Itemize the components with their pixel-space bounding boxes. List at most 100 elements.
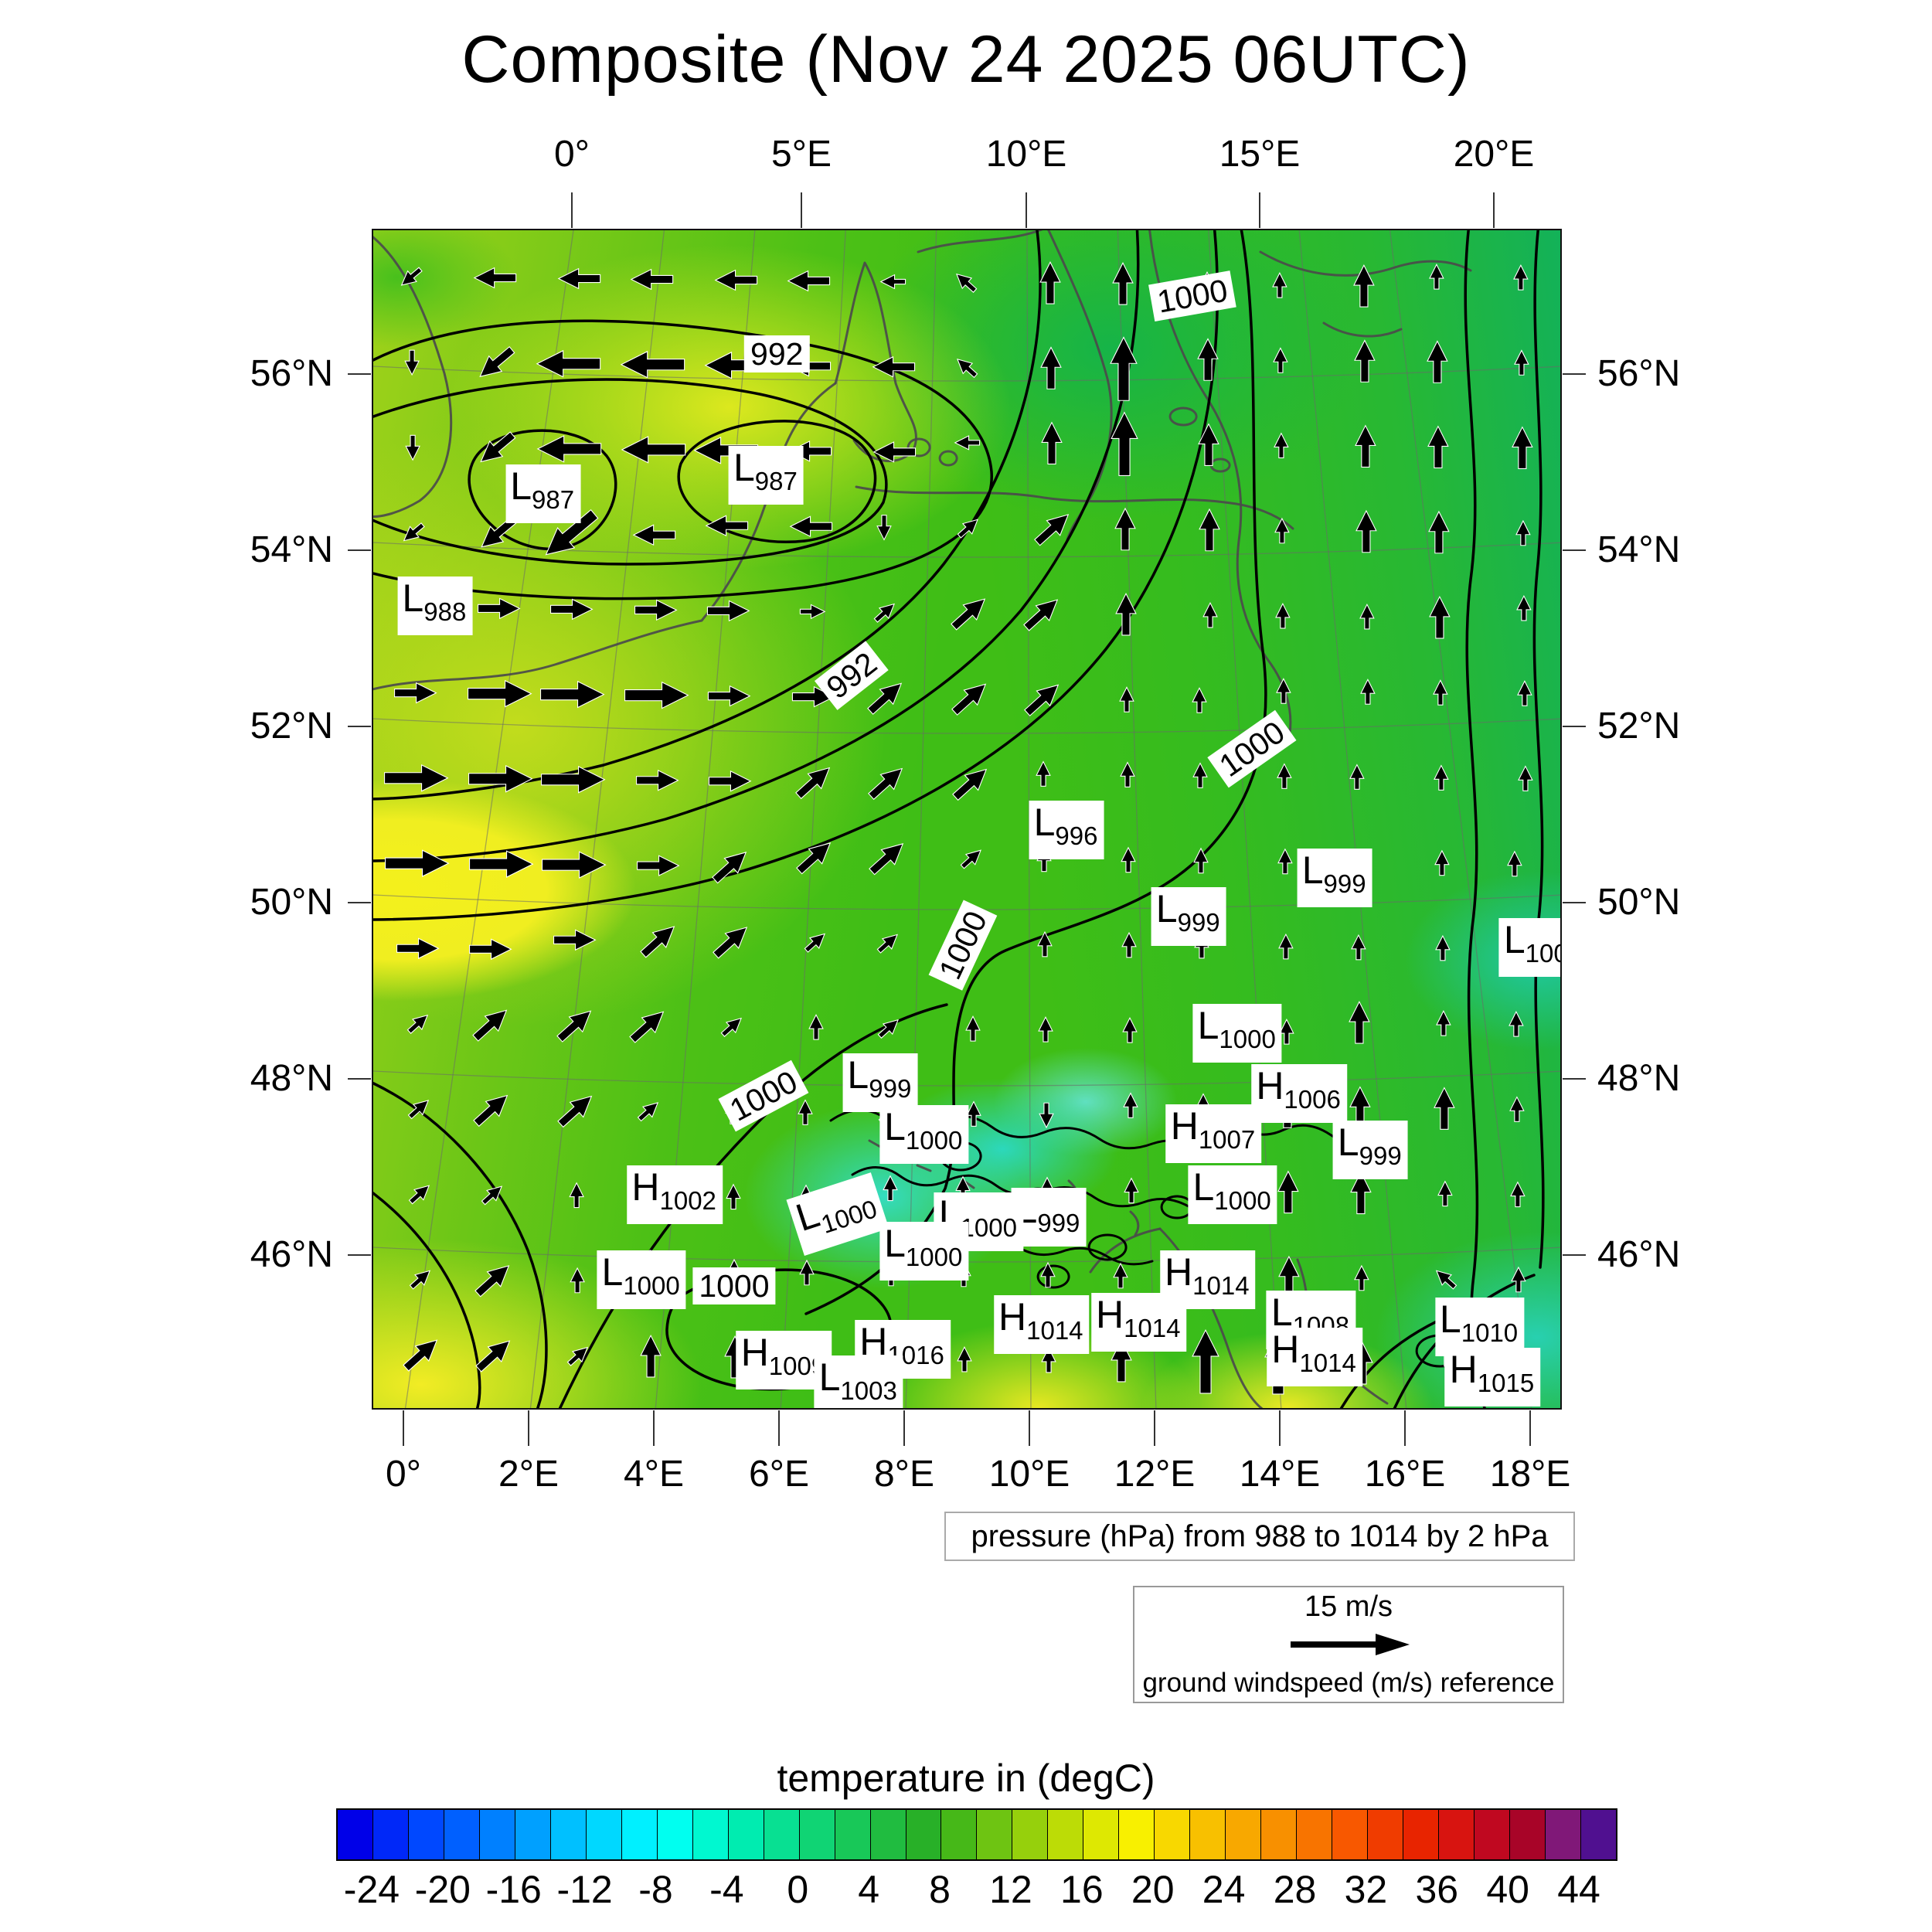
wind-arrow [556,1010,592,1043]
low-pressure-center-label: L1000 [879,1222,969,1281]
colorbar-tick-label: -4 [709,1868,744,1911]
wind-arrow [406,1014,429,1034]
low-pressure-center-label: L1000 [879,1105,969,1165]
wind-arrow [799,1259,815,1286]
wind-arrow [1119,686,1134,713]
wind-arrow [1036,760,1051,787]
wind-arrow [384,849,450,877]
bottom-axis-tick-label: 2°E [498,1454,559,1495]
wind-arrow [536,435,602,463]
wind-arrow [1199,508,1220,552]
wind-arrow [481,1185,503,1206]
low-pressure-center-label: L999 [1011,1188,1087,1247]
wind-arrow [1038,1016,1053,1043]
wind-arrow [1112,262,1134,305]
pressure-value: 1000 [905,1243,963,1272]
wind-arrow [1354,1264,1369,1291]
wind-arrow [469,938,512,961]
wind-arrow [869,843,904,876]
low-pressure-center-label: L1010 [1434,1297,1525,1356]
wind-arrow [705,515,749,536]
wind-arrow [620,350,685,379]
wind-arrow [720,1017,742,1037]
wind-arrow [570,1267,585,1294]
bottom-axis-tick [903,1410,905,1446]
colorbar-cell [764,1810,800,1859]
colorbar-tick-label: 16 [1060,1868,1104,1911]
colorbar-cell [1048,1810,1084,1859]
low-pressure-center-label: L1003 [814,1355,903,1408]
high-pressure-center-label: H1015 [1444,1348,1541,1407]
bottom-axis-tick [1404,1410,1406,1446]
bottom-axis-tick [1279,1410,1281,1446]
colorbar-cell [550,1810,587,1859]
wind-arrow [1427,340,1448,383]
wind-arrow [637,1102,659,1122]
wind-arrow [1278,933,1294,960]
wind-arrow [545,509,599,556]
wind-arrow [403,1339,438,1372]
colorbar-cell [444,1810,480,1859]
wind-arrow [629,1011,665,1043]
wind-arrow [1037,930,1053,957]
pressure-letter: H [1095,1292,1124,1336]
wind-arrow [1275,602,1291,629]
wind-arrow [405,434,420,461]
wind-arrow [1274,517,1290,544]
right-axis-tick-label: 54°N [1597,529,1681,570]
wind-arrow [480,431,516,463]
wind-arrow [868,767,903,801]
pressure-letter: L [510,464,532,509]
wind-arrow [409,1270,431,1290]
colorbar-cell [1190,1810,1226,1859]
pressure-value: 1002 [659,1186,716,1216]
wind-arrow [1359,603,1375,630]
bottom-axis-tick [1529,1410,1531,1446]
pressure-value: 999 [1037,1209,1080,1238]
colorbar-cell [1509,1810,1546,1859]
wind-arrow [1349,1001,1370,1044]
top-axis-tick [571,192,573,228]
wind-arrow [1192,1328,1219,1394]
wind-arrow [557,1095,593,1128]
top-axis-tick [1493,192,1495,228]
pressure-value: 1000 [623,1270,680,1300]
pressure-value: 1014 [1026,1315,1083,1345]
wind-arrow [707,685,751,707]
wind-reference-arrow-icon [1291,1634,1410,1655]
bottom-axis-tick-label: 0° [386,1454,421,1495]
wind-arrow [966,1100,981,1127]
wind-arrow [1115,592,1137,636]
top-axis-tick-label: 5°E [771,134,832,175]
wind-arrow [708,770,752,792]
colorbar-cell [870,1810,906,1859]
low-pressure-center-label: L999 [1297,849,1372,908]
wind-arrow [557,267,601,290]
colorbar-cell [835,1810,871,1859]
pressure-letter: L [1033,800,1056,844]
wind-arrow [1202,601,1218,628]
wind-reference-speed: 15 m/s [1304,1590,1393,1623]
high-pressure-center-label: H1006 [1251,1064,1347,1124]
wind-arrow [713,927,748,959]
left-axis-tick-label: 54°N [250,529,333,570]
pressure-letter: L [847,1053,869,1097]
pressure-value: 1003 [840,1376,897,1405]
wind-arrow [957,359,978,379]
colorbar-tick-label: 20 [1131,1868,1175,1911]
wind-arrow [473,1094,509,1128]
left-axis-tick [348,726,371,727]
wind-arrow [877,1019,899,1039]
left-axis-tick [348,1078,371,1080]
wind-arrow [1121,846,1136,873]
wind-arrow [630,268,674,291]
pressure-letter: H [1256,1064,1284,1108]
colorbar-cell [657,1810,693,1859]
pressure-value: 1015 [1477,1369,1535,1398]
right-axis-tick-label: 56°N [1597,353,1681,394]
wind-arrow [876,934,898,954]
wind-arrow [637,855,680,876]
colorbar-cell [515,1810,551,1859]
wind-arrow [1513,264,1529,291]
wind-arrow [1435,1270,1458,1290]
